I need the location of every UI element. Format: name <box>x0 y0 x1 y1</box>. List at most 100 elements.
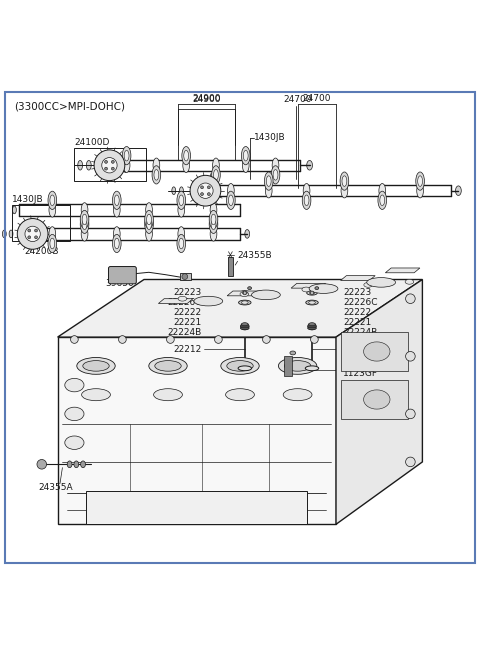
Ellipse shape <box>182 147 191 165</box>
Ellipse shape <box>243 291 246 295</box>
Ellipse shape <box>265 183 272 198</box>
Bar <box>12 205 70 241</box>
Ellipse shape <box>144 215 153 233</box>
Ellipse shape <box>81 227 88 241</box>
Ellipse shape <box>417 183 423 198</box>
Ellipse shape <box>304 195 309 206</box>
Ellipse shape <box>2 230 6 238</box>
Ellipse shape <box>227 361 253 371</box>
Bar <box>341 381 408 419</box>
Ellipse shape <box>74 461 79 468</box>
Ellipse shape <box>303 183 310 198</box>
Ellipse shape <box>80 215 89 233</box>
Ellipse shape <box>209 210 218 229</box>
Ellipse shape <box>177 191 186 210</box>
Bar <box>74 147 146 181</box>
Circle shape <box>406 352 415 361</box>
Ellipse shape <box>114 238 119 249</box>
Text: 22211: 22211 <box>343 345 372 354</box>
Ellipse shape <box>364 342 390 361</box>
Ellipse shape <box>240 323 249 330</box>
Ellipse shape <box>48 191 57 210</box>
Ellipse shape <box>310 291 314 294</box>
Ellipse shape <box>307 160 312 170</box>
Ellipse shape <box>152 166 161 184</box>
Ellipse shape <box>178 227 185 241</box>
Ellipse shape <box>228 195 233 206</box>
Text: 22212: 22212 <box>173 345 202 354</box>
Ellipse shape <box>367 278 396 287</box>
Ellipse shape <box>114 195 119 206</box>
Ellipse shape <box>65 407 84 421</box>
Polygon shape <box>58 337 336 524</box>
Circle shape <box>167 335 174 343</box>
Ellipse shape <box>113 202 120 217</box>
Ellipse shape <box>155 361 181 371</box>
Ellipse shape <box>228 183 234 198</box>
Circle shape <box>25 226 40 242</box>
Ellipse shape <box>212 166 220 184</box>
Polygon shape <box>58 280 422 337</box>
Text: 22224B: 22224B <box>168 328 202 337</box>
Ellipse shape <box>122 147 131 165</box>
Circle shape <box>111 167 114 170</box>
Polygon shape <box>86 491 307 524</box>
Ellipse shape <box>82 219 87 230</box>
Bar <box>180 272 191 280</box>
Bar <box>284 356 292 375</box>
Ellipse shape <box>65 379 84 392</box>
Ellipse shape <box>273 170 278 180</box>
Circle shape <box>207 186 210 189</box>
Text: 24700: 24700 <box>283 95 312 104</box>
Ellipse shape <box>241 323 248 326</box>
Polygon shape <box>158 299 193 303</box>
Ellipse shape <box>226 388 254 401</box>
Ellipse shape <box>194 296 223 306</box>
Ellipse shape <box>179 195 184 206</box>
Bar <box>341 332 408 371</box>
Ellipse shape <box>82 388 110 401</box>
Ellipse shape <box>78 160 83 170</box>
Circle shape <box>105 167 108 170</box>
Ellipse shape <box>341 183 348 198</box>
Ellipse shape <box>172 187 176 195</box>
Text: 22226C: 22226C <box>343 298 378 307</box>
Circle shape <box>105 160 108 163</box>
Ellipse shape <box>180 187 183 195</box>
Ellipse shape <box>144 210 153 229</box>
Text: 24100D: 24100D <box>74 138 110 147</box>
Ellipse shape <box>308 328 316 329</box>
Ellipse shape <box>248 287 252 290</box>
Circle shape <box>201 193 204 196</box>
Ellipse shape <box>272 158 279 172</box>
Ellipse shape <box>284 361 311 371</box>
Text: 1430JB: 1430JB <box>12 195 44 204</box>
Circle shape <box>190 176 221 206</box>
Ellipse shape <box>213 158 219 172</box>
Text: 24900: 24900 <box>192 95 221 104</box>
Ellipse shape <box>154 170 159 180</box>
Ellipse shape <box>342 176 347 187</box>
Ellipse shape <box>65 436 84 449</box>
Text: 24355B: 24355B <box>238 252 272 260</box>
Ellipse shape <box>154 388 182 401</box>
Circle shape <box>71 335 78 343</box>
Circle shape <box>35 229 37 232</box>
Ellipse shape <box>264 172 273 190</box>
Text: 1140FZ: 1140FZ <box>343 362 377 370</box>
Text: 22223: 22223 <box>173 288 202 297</box>
Ellipse shape <box>315 287 319 290</box>
Ellipse shape <box>239 300 251 305</box>
Ellipse shape <box>242 291 247 294</box>
Ellipse shape <box>311 291 313 295</box>
Polygon shape <box>341 276 375 280</box>
Ellipse shape <box>112 234 121 253</box>
Ellipse shape <box>340 172 349 190</box>
Ellipse shape <box>211 219 216 230</box>
Circle shape <box>406 457 415 467</box>
Ellipse shape <box>364 390 390 409</box>
Circle shape <box>111 160 114 163</box>
Ellipse shape <box>221 358 259 374</box>
Ellipse shape <box>242 158 249 172</box>
Ellipse shape <box>80 210 89 229</box>
